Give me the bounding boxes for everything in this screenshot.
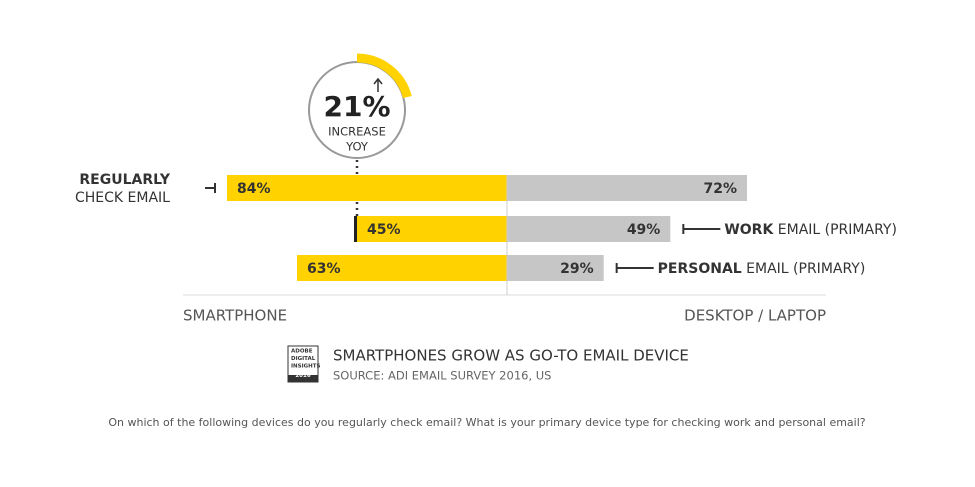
series-label: DESKTOP / LAPTOP <box>684 307 826 325</box>
leader <box>682 224 721 234</box>
badge-text: INSIGHTS <box>291 364 321 370</box>
callout-value: 21% <box>323 90 390 123</box>
value-label: 45% <box>367 222 401 238</box>
category-label: CHECK EMAIL <box>75 190 170 206</box>
badge-text: DIGITAL <box>291 356 316 362</box>
callout-text: INCREASE <box>328 125 386 139</box>
value-label: 72% <box>703 181 737 197</box>
bar <box>357 216 507 242</box>
bar <box>227 175 507 201</box>
increase-arc <box>356 53 412 99</box>
bar <box>507 175 747 201</box>
bar <box>507 255 604 281</box>
bar <box>507 216 671 242</box>
category-label: PERSONAL EMAIL (PRIMARY) <box>658 261 866 277</box>
category-label-bold: PERSONAL <box>658 261 742 277</box>
subtitle: SOURCE: ADI EMAIL SURVEY 2016, US <box>333 369 551 383</box>
leader <box>205 183 216 193</box>
category-label-rest: EMAIL (PRIMARY) <box>746 261 865 277</box>
value-label: 84% <box>237 181 271 197</box>
value-label: 29% <box>560 261 594 277</box>
leader <box>615 263 654 273</box>
growth-marker <box>354 216 357 242</box>
series-label: SMARTPHONE <box>183 307 287 325</box>
badge-text: ADOBE <box>291 349 313 355</box>
category-label: WORK EMAIL (PRIMARY) <box>724 222 897 238</box>
category-label-bold: REGULARLY <box>79 172 170 188</box>
badge-text: 2016 <box>295 373 310 379</box>
footnote: On which of the following devices do you… <box>108 416 865 429</box>
value-label: 49% <box>627 222 661 238</box>
increase-arrow <box>373 77 383 92</box>
badge-band <box>288 375 318 382</box>
bar <box>297 255 507 281</box>
category-label-bold: WORK <box>724 222 774 238</box>
title: SMARTPHONES GROW AS GO-TO EMAIL DEVICE <box>333 347 689 365</box>
value-label: 63% <box>307 261 341 277</box>
category-label-rest: EMAIL (PRIMARY) <box>778 222 897 238</box>
callout-text: YOY <box>345 140 369 154</box>
